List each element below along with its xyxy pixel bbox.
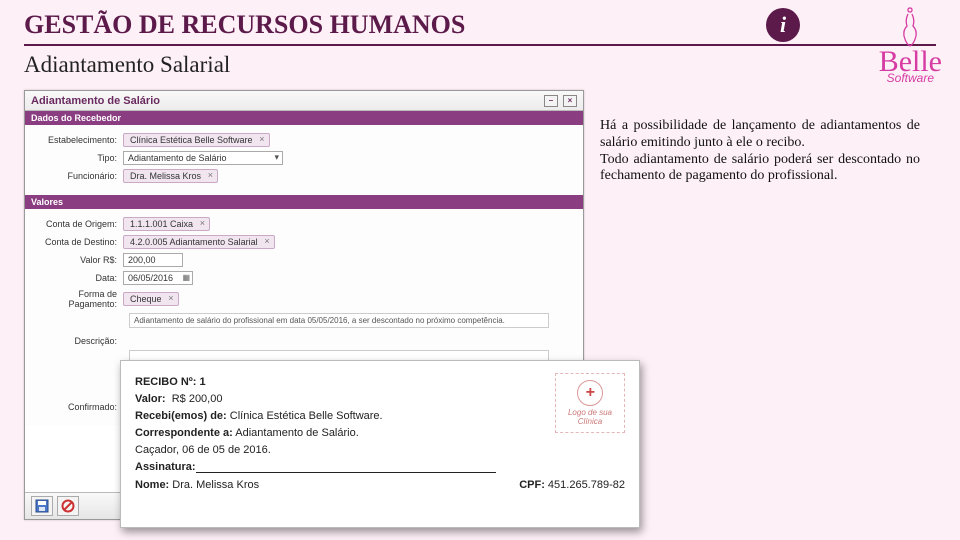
label-conta-origem: Conta de Origem:	[33, 219, 123, 229]
label-confirmado: Confirmado:	[33, 402, 123, 412]
receipt-cpf-label: CPF:	[519, 479, 545, 491]
receipt-signature-line	[196, 463, 496, 473]
medical-cross-icon: +	[577, 380, 603, 406]
receipt-recebi: Clínica Estética Belle Software.	[230, 410, 383, 422]
receipt-logo-placeholder: + Logo de sua Clínica	[555, 373, 625, 433]
receipt-nome: Dra. Melissa Kros	[172, 479, 259, 491]
receipt-corr: Adiantamento de Salário.	[235, 427, 359, 439]
window-titlebar: Adiantamento de Salário – ×	[25, 91, 583, 111]
window-title: Adiantamento de Salário	[31, 95, 160, 107]
section-valores: Valores	[25, 195, 583, 209]
receipt-valor: R$ 200,00	[172, 393, 223, 405]
receipt-preview: + Logo de sua Clínica RECIBO Nº: 1 Valor…	[120, 360, 640, 528]
window-close-button[interactable]: ×	[563, 95, 577, 107]
save-button[interactable]	[31, 496, 53, 516]
page-sub-title: Adiantamento Salarial	[24, 52, 936, 78]
receipt-valor-label: Valor:	[135, 393, 166, 405]
label-tipo: Tipo:	[33, 153, 123, 163]
label-funcionario: Funcionário:	[33, 171, 123, 181]
label-forma-pag: Forma de Pagamento:	[33, 289, 123, 309]
field-forma-pag[interactable]: Cheque	[123, 292, 179, 306]
receipt-nome-label: Nome:	[135, 479, 169, 491]
field-conta-destino[interactable]: 4.2.0.005 Adiantamento Salarial	[123, 235, 275, 249]
field-valor[interactable]: 200,00	[123, 253, 183, 267]
brand-sub: Software	[879, 71, 942, 85]
receipt-num-label: RECIBO Nº:	[135, 376, 200, 388]
brand-logo: Belle Software	[879, 4, 942, 85]
field-tipo[interactable]: Adiantamento de Salário	[123, 151, 283, 165]
explanatory-text: Há a possibilidade de lançamento de adia…	[600, 118, 920, 185]
field-data[interactable]: 06/05/2016	[123, 271, 193, 285]
cancel-button[interactable]	[57, 496, 79, 516]
brand-name: Belle	[879, 53, 942, 71]
label-descricao: Descrição:	[33, 336, 123, 346]
info-icon[interactable]: i	[766, 8, 800, 42]
label-data: Data:	[33, 273, 123, 283]
window-minimize-button[interactable]: –	[544, 95, 558, 107]
section-recebedor: Dados do Recebedor	[25, 111, 583, 125]
explanatory-p1: Há a possibilidade de lançamento de adia…	[600, 118, 920, 152]
cancel-icon	[61, 499, 75, 513]
receipt-cpf: 451.265.789-82	[548, 479, 625, 491]
label-conta-destino: Conta de Destino:	[33, 237, 123, 247]
field-estabelecimento[interactable]: Clínica Estética Belle Software	[123, 133, 270, 147]
receipt-logo-caption: Logo de sua Clínica	[556, 408, 624, 426]
receipt-assinatura-label: Assinatura:	[135, 461, 196, 473]
receipt-recebi-label: Recebi(emos) de:	[135, 410, 227, 422]
label-valor: Valor R$:	[33, 255, 123, 265]
explanatory-p2: Todo adiantamento de salário poderá ser …	[600, 152, 920, 186]
auto-note: Adiantamento de salário do profissional …	[129, 313, 549, 328]
receipt-local-date: Caçador, 06 de 05 de 2016.	[135, 444, 625, 456]
field-conta-origem[interactable]: 1.1.1.001 Caixa	[123, 217, 210, 231]
save-icon	[35, 499, 49, 513]
brand-figure-icon	[895, 4, 925, 48]
receipt-num: 1	[200, 376, 206, 388]
receipt-corr-label: Correspondente a:	[135, 427, 233, 439]
label-estabelecimento: Estabelecimento:	[33, 135, 123, 145]
field-funcionario[interactable]: Dra. Melissa Kros	[123, 169, 218, 183]
